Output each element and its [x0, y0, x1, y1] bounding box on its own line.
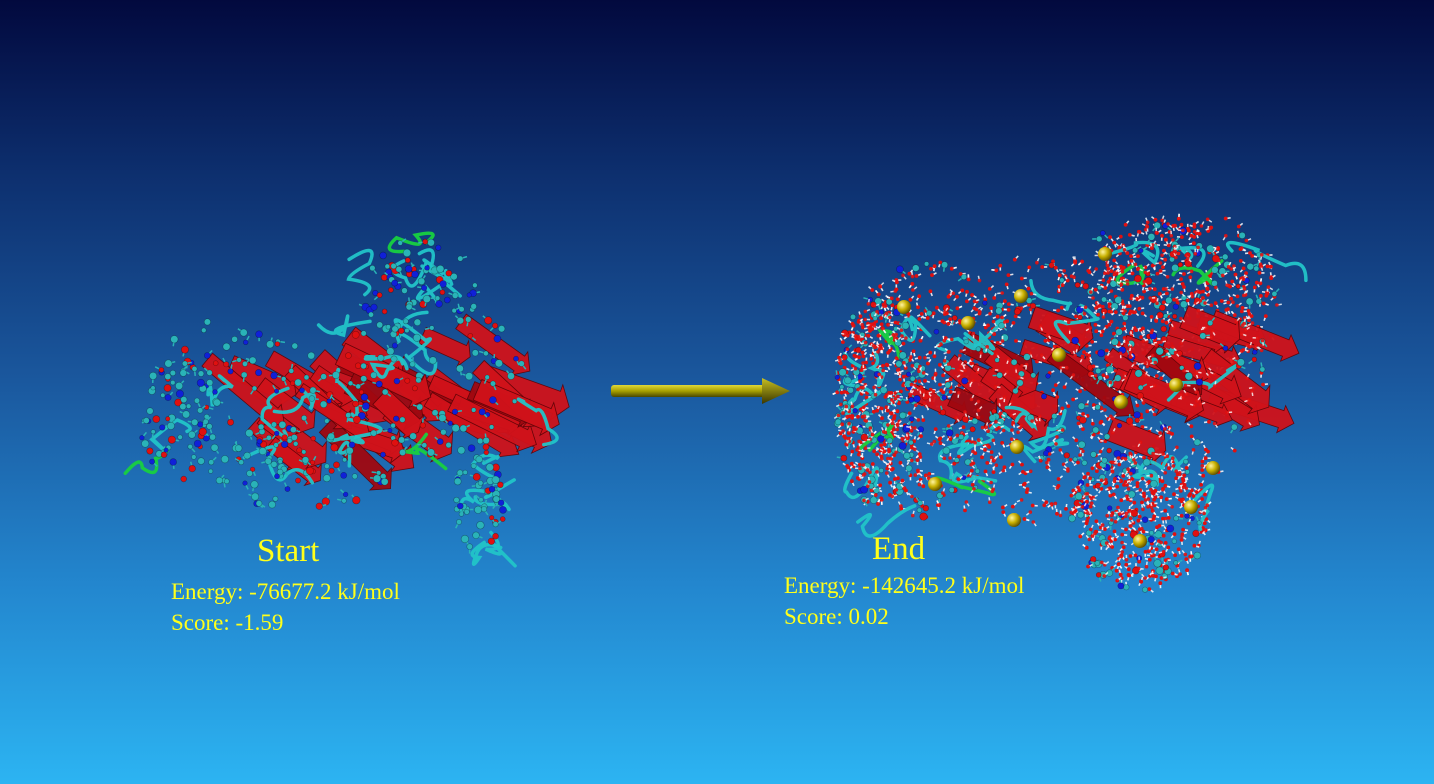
- start-score: Score: -1.59: [171, 610, 284, 635]
- transition-arrow: [611, 378, 790, 404]
- start-energy: Energy: -76677.2 kJ/mol: [171, 579, 400, 604]
- end-energy: Energy: -142645.2 kJ/mol: [784, 573, 1025, 598]
- end-score: Score: 0.02: [784, 604, 889, 629]
- start-protein-structure: [123, 231, 570, 568]
- end-info: Energy: -142645.2 kJ/mol Score: 0.02: [784, 570, 1024, 632]
- start-title: Start: [257, 533, 320, 569]
- start-info: Energy: -76677.2 kJ/mol Score: -1.59: [171, 576, 400, 638]
- ions: [897, 247, 1220, 548]
- end-title: End: [872, 531, 926, 567]
- end-solvated-protein-structure: [832, 213, 1308, 593]
- water-molecules-front: [832, 213, 1282, 583]
- side-chain-atoms: [139, 238, 527, 554]
